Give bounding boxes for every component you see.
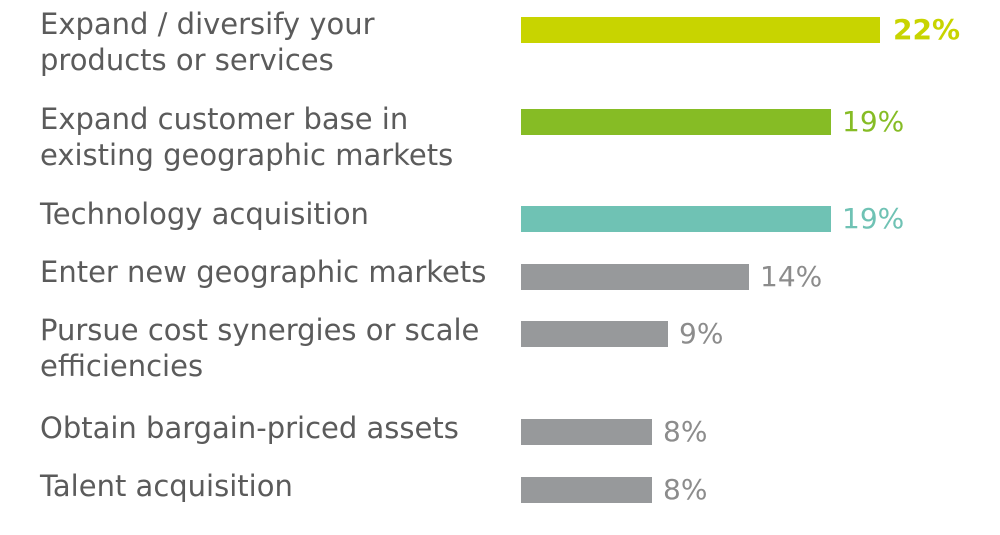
value-label: 9%	[679, 317, 724, 350]
value-label: 14%	[760, 260, 823, 293]
category-label: Pursue cost synergies or scale efficienc…	[40, 313, 480, 383]
bar	[521, 321, 668, 347]
value-label: 19%	[842, 202, 905, 235]
category-label: Technology acquisition	[40, 197, 369, 231]
value-label: 8%	[663, 473, 708, 506]
value-label: 22%	[893, 13, 961, 46]
bar	[521, 264, 749, 290]
category-label: Talent acquisition	[40, 469, 293, 503]
value-label: 8%	[663, 415, 708, 448]
value-label: 19%	[842, 105, 905, 138]
category-label: Expand / diversify your products or serv…	[40, 7, 375, 77]
bar	[521, 206, 831, 232]
category-label: Expand customer base in existing geograp…	[40, 102, 454, 172]
bar	[521, 477, 652, 503]
category-label: Obtain bargain-priced assets	[40, 411, 459, 445]
bar	[521, 419, 652, 445]
category-label: Enter new geographic markets	[40, 255, 487, 289]
bar	[521, 109, 831, 135]
bar	[521, 17, 880, 43]
